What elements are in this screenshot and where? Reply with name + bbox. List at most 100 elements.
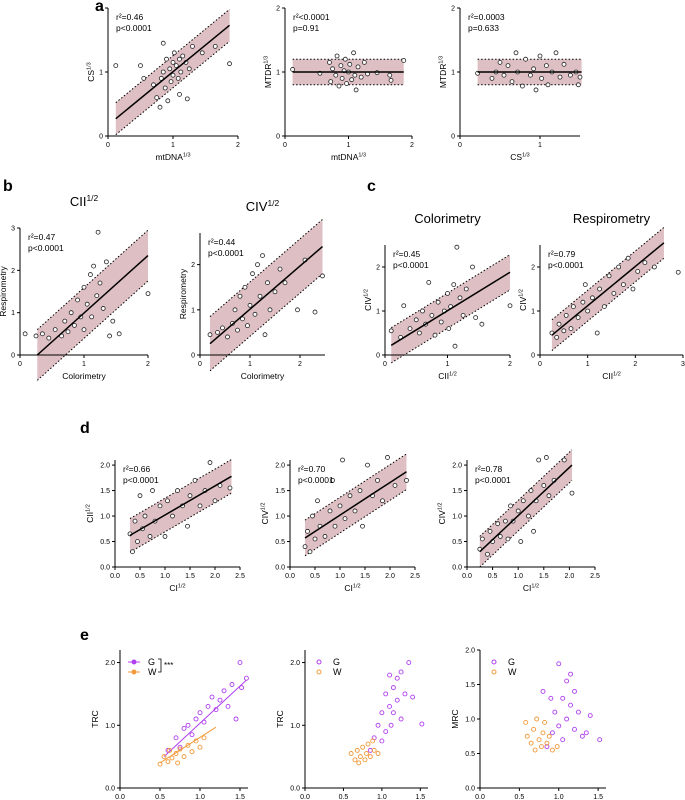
y-tick-label: 1 bbox=[191, 307, 195, 314]
data-point bbox=[312, 536, 318, 542]
x-axis-label-text: Colorimetry bbox=[62, 371, 106, 381]
chart-panel-7: 0 1 2 3 0 1 2 bbox=[531, 227, 685, 368]
data-point-W bbox=[546, 733, 552, 739]
x-tick-label: 0.0 bbox=[115, 794, 125, 800]
data-point bbox=[479, 536, 485, 542]
x-tick-label: 0.0 bbox=[285, 573, 295, 580]
x-tick-label-text: 1.5 bbox=[360, 573, 370, 580]
data-point bbox=[180, 53, 186, 59]
x-tick-label-text: 1 bbox=[586, 361, 590, 368]
data-point bbox=[401, 303, 407, 309]
data-point-G bbox=[181, 725, 187, 731]
chart-panel-2: 0 1 2 0 1 2 bbox=[276, 6, 414, 150]
y-axis-label: CIV1/2 bbox=[518, 289, 528, 311]
x-tick-label: 0.0 bbox=[300, 794, 310, 800]
data-point bbox=[570, 304, 576, 310]
data-point-G bbox=[387, 672, 393, 678]
data-point bbox=[340, 457, 345, 463]
y-tick-label-text: 2.0 bbox=[100, 463, 110, 470]
y-tick-label-text: 3 bbox=[11, 226, 15, 233]
data-point bbox=[528, 72, 533, 78]
data-point bbox=[232, 307, 238, 313]
x-axis-label-sup: 1/3 bbox=[522, 153, 530, 159]
data-point-G bbox=[197, 710, 203, 716]
p-value-label-text: p<0.0001 bbox=[28, 243, 64, 253]
data-point bbox=[192, 477, 198, 483]
data-point bbox=[81, 284, 87, 290]
x-tick-label: 1 bbox=[171, 142, 175, 149]
y-tick-label-text: 2 bbox=[376, 265, 380, 272]
data-point-W bbox=[197, 744, 203, 750]
x-tick-label-text: 2 bbox=[410, 142, 414, 149]
data-point bbox=[94, 293, 100, 299]
data-point bbox=[327, 60, 332, 65]
data-point bbox=[577, 74, 583, 80]
y-tick-label-text: 0 bbox=[531, 353, 535, 360]
data-point bbox=[320, 273, 325, 279]
y-tick-label-text: 2.0 bbox=[465, 648, 475, 655]
data-point bbox=[162, 85, 168, 91]
y-tick-label: 1.0 bbox=[290, 723, 300, 730]
data-point-G bbox=[221, 688, 227, 694]
data-point-G bbox=[189, 732, 195, 738]
y-tick-label-text: 0 bbox=[276, 134, 280, 141]
x-tick-label-text: 1.0 bbox=[160, 573, 170, 580]
x-tick-label-text: 2 bbox=[236, 142, 240, 149]
p-value-label: p<0.0001 bbox=[298, 475, 334, 485]
data-point bbox=[505, 536, 511, 542]
x-tick-label: 1.0 bbox=[513, 573, 523, 580]
data-point bbox=[452, 343, 458, 349]
x-tick-label-text: 0.0 bbox=[462, 573, 472, 580]
data-point bbox=[88, 272, 93, 277]
panel-title-text: Colorimetry bbox=[414, 211, 481, 226]
p-value-label: p<0.0001 bbox=[208, 248, 244, 258]
data-point bbox=[487, 528, 493, 534]
x-axis-label: mtDNA1/3 bbox=[155, 152, 190, 162]
x-axis-label-text: mtDNA bbox=[155, 152, 183, 162]
r-squared-label: r²=0.44 bbox=[208, 237, 235, 247]
y-axis-label-text: TRC bbox=[275, 710, 285, 727]
x-tick-label: 1 bbox=[248, 361, 252, 368]
data-point bbox=[520, 83, 525, 89]
data-point-G bbox=[556, 723, 562, 729]
y-tick-label: 1.5 bbox=[452, 488, 462, 495]
data-point bbox=[515, 508, 521, 514]
data-point-G bbox=[579, 733, 585, 739]
y-tick-label: 0.0 bbox=[290, 786, 300, 793]
data-point-G bbox=[540, 688, 546, 694]
data-point bbox=[245, 323, 250, 329]
data-point bbox=[141, 76, 147, 81]
prediction-bound bbox=[304, 489, 407, 557]
data-point bbox=[590, 295, 595, 301]
chart-panel-8: 0.0 0.5 1.0 1.5 2.0 2.5 0.0 0.5 1.0 1.5 2.0 bbox=[100, 459, 245, 580]
data-point-W bbox=[532, 747, 538, 753]
data-point bbox=[495, 521, 501, 527]
data-point-W bbox=[357, 754, 363, 760]
regression-line bbox=[129, 475, 232, 537]
data-point-W bbox=[157, 761, 163, 767]
data-point bbox=[621, 282, 626, 288]
data-point bbox=[315, 498, 320, 504]
data-point bbox=[81, 327, 87, 333]
data-point bbox=[22, 331, 28, 337]
data-point bbox=[438, 319, 444, 325]
regression-line bbox=[115, 24, 231, 120]
data-point-G bbox=[564, 678, 570, 684]
x-tick-label-text: 0.0 bbox=[300, 794, 310, 800]
data-point bbox=[675, 269, 681, 275]
y-tick-label: 1.0 bbox=[275, 514, 285, 521]
data-point bbox=[349, 77, 355, 83]
y-tick-label: 0 bbox=[531, 353, 535, 360]
data-point bbox=[52, 327, 58, 333]
data-point-G bbox=[185, 722, 191, 728]
data-point-W bbox=[370, 738, 376, 744]
x-tick-label-text: 1 bbox=[82, 361, 86, 368]
data-point bbox=[265, 280, 270, 286]
y-axis-label-sup: 1/3 bbox=[87, 62, 93, 70]
regression-line bbox=[209, 245, 323, 345]
x-tick-label-text: 2 bbox=[633, 361, 637, 368]
y-tick-label-text: 2 bbox=[99, 6, 103, 13]
x-tick-label: 2 bbox=[633, 361, 637, 368]
y-tick-label-text: 1.0 bbox=[452, 514, 462, 521]
p-value-label: p=0.91 bbox=[293, 23, 320, 33]
